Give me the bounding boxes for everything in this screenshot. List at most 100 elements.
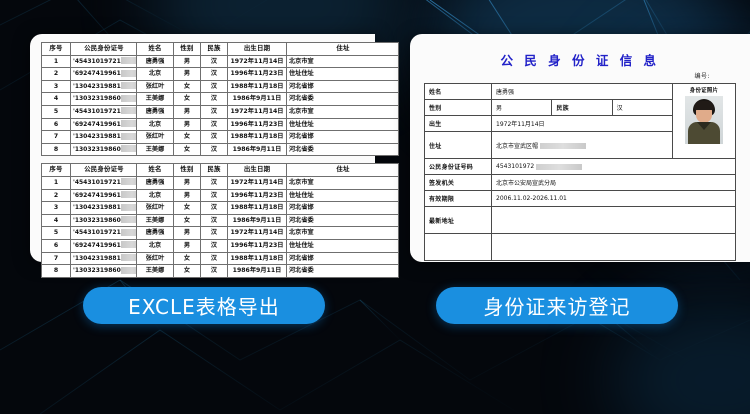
cell-sex: 女 <box>173 251 201 266</box>
cell-index: 1 <box>41 54 71 69</box>
cell-sid: '13032319860 <box>70 264 137 278</box>
cell-name: 王美娜 <box>136 264 174 278</box>
table-row[interactable]: 2'69247419961 北京男汉 1996年11月23日 住址住址 <box>41 188 399 203</box>
cell-sex: 女 <box>173 142 201 157</box>
cell-ethnic: 汉 <box>200 226 228 240</box>
spreadsheet-table-2[interactable]: 序号 公民身份证号 姓名 性别 民族 出生日期 住址 1'45431019721… <box>41 163 399 278</box>
table-row[interactable]: 7'13042319881 张红叶女汉 1988年11月18日 河北省邯 <box>41 130 399 144</box>
redacted-block <box>120 107 136 115</box>
spreadsheet-table-1[interactable]: 序号 公民身份证号 姓名 性别 民族 出生日期 住址 1'45431019721… <box>41 42 399 157</box>
cell-sex: 男 <box>173 238 201 253</box>
row-address: 住址 北京市宣武区帽 <box>424 131 736 159</box>
id-card-title: 公 民 身 份 证 信 息 <box>500 53 660 68</box>
table-row[interactable]: 3'13042319881 张红叶女汉 1988年11月18日 河北省邯 <box>41 79 399 94</box>
cell-address: 北京市宣 <box>286 104 399 119</box>
cell-address: 住址住址 <box>286 188 399 203</box>
table-row[interactable]: 3'13042319881 张红叶女汉 1988年11月18日 河北省邯 <box>41 201 399 215</box>
table-row[interactable]: 8'13032319860 王美娜女汉 1986年9月11日 河北省委 <box>41 142 399 157</box>
label-sid: 公民身份证号码 <box>424 158 492 175</box>
table-header-row: 序号 公民身份证号 姓名 性别 民族 出生日期 住址 <box>41 163 399 177</box>
cell-index: 5 <box>41 104 71 119</box>
cell-sex: 男 <box>173 175 201 190</box>
cell-sex: 男 <box>173 188 201 203</box>
caption-id-label: 身份证来访登记 <box>483 295 631 319</box>
cell-name: 张红叶 <box>136 251 174 266</box>
table-row[interactable]: 1'45431019721 唐勇强男汉 1972年11月14日 北京市宣 <box>41 54 399 69</box>
cell-dob: 1986年9月11日 <box>227 264 287 278</box>
row-sex-ethnic: 性别 男 民族 汉 <box>424 99 736 116</box>
cell-dob: 1972年11月14日 <box>227 54 287 69</box>
cell-sid: '69247419961 <box>70 67 137 81</box>
cell-ethnic: 汉 <box>200 201 228 215</box>
cell-sid: '69247419961 <box>70 238 137 253</box>
label-latest-address: 最新地址 <box>424 206 492 234</box>
col-header-index: 序号 <box>41 163 71 177</box>
cell-dob: 1996年11月23日 <box>227 188 287 203</box>
label-name: 姓名 <box>424 83 492 100</box>
cell-sex: 男 <box>173 104 201 119</box>
redacted-block <box>120 228 136 236</box>
table-row[interactable]: 5'45431019721 唐勇强男汉 1972年11月14日 北京市宣 <box>41 104 399 119</box>
cell-address: 河北省邯 <box>286 251 399 266</box>
cell-address: 住址住址 <box>286 67 399 81</box>
redacted-block <box>120 203 136 211</box>
cell-address: 河北省邯 <box>286 130 399 144</box>
spreadsheet[interactable]: 序号 公民身份证号 姓名 性别 民族 出生日期 住址 1'45431019721… <box>41 42 399 278</box>
redacted-block <box>120 120 136 128</box>
cell-dob: 1988年11月18日 <box>227 130 287 144</box>
cell-sex: 男 <box>173 117 201 132</box>
caption-id-visit-register[interactable]: 身份证来访登记 <box>436 287 678 324</box>
cell-index: 4 <box>41 213 71 228</box>
table-row[interactable]: 4'13032319860 王美娜女汉 1986年9月11日 河北省委 <box>41 213 399 228</box>
redacted-block <box>120 69 136 77</box>
cell-name: 唐勇强 <box>136 226 174 240</box>
cell-index: 8 <box>41 264 71 278</box>
redacted-block <box>120 178 136 186</box>
cell-index: 6 <box>41 117 71 132</box>
value-name: 唐勇强 <box>491 83 673 100</box>
cell-sex: 女 <box>173 92 201 106</box>
cell-name: 张红叶 <box>136 201 174 215</box>
value-address: 北京市宣武区帽 <box>491 131 673 159</box>
redacted-block <box>120 82 136 90</box>
cell-address: 河北省委 <box>286 213 399 228</box>
cell-sid: '13032319860 <box>70 92 137 106</box>
col-header-ethnic: 民族 <box>200 163 228 177</box>
cell-dob: 1996年11月23日 <box>227 238 287 253</box>
cell-sex: 男 <box>173 67 201 81</box>
table-row[interactable]: 7'13042319881 张红叶女汉 1988年11月18日 河北省邯 <box>41 251 399 266</box>
table-row[interactable]: 1'45431019721 唐勇强男汉 1972年11月14日 北京市宣 <box>41 175 399 190</box>
redacted-block <box>120 216 136 224</box>
cell-ethnic: 汉 <box>200 130 228 144</box>
caption-excel-label: EXCLE表格导出 <box>128 295 280 319</box>
cell-address: 北京市宣 <box>286 226 399 240</box>
cell-ethnic: 汉 <box>200 117 228 132</box>
id-photo-caption: 身份证照片 <box>689 88 719 94</box>
caption-excel-export[interactable]: EXCLE表格导出 <box>83 287 325 324</box>
table-row[interactable]: 8'13032319860 王美娜女汉 1986年9月11日 河北省委 <box>41 264 399 278</box>
table-row[interactable]: 4'13032319860 王美娜女汉 1986年9月11日 河北省委 <box>41 92 399 106</box>
row-latest-address: 最新地址 <box>424 206 736 234</box>
cell-address: 河北省邯 <box>286 201 399 215</box>
cell-sex: 男 <box>173 226 201 240</box>
table-row[interactable]: 2'69247419961 北京男汉 1996年11月23日 住址住址 <box>41 67 399 81</box>
label-issuer: 签发机关 <box>424 174 492 191</box>
cell-index: 6 <box>41 238 71 253</box>
label-birth: 出生 <box>424 115 492 132</box>
row-sid: 公民身份证号码 4543101972 <box>424 158 736 175</box>
row-validity: 有效期限 2006.11.02-2026.11.01 <box>424 190 736 207</box>
col-header-dob: 出生日期 <box>227 42 287 56</box>
cell-name: 张红叶 <box>136 130 174 144</box>
cell-sex: 女 <box>173 201 201 215</box>
cell-name: 张红叶 <box>136 79 174 94</box>
cell-address: 住址住址 <box>286 117 399 132</box>
table-row[interactable]: 6'69247419961 北京男汉 1996年11月23日 住址住址 <box>41 117 399 132</box>
cell-index: 7 <box>41 130 71 144</box>
cell-address: 河北省邯 <box>286 79 399 94</box>
cell-address: 河北省委 <box>286 142 399 157</box>
table-row[interactable]: 6'69247419961 北京男汉 1996年11月23日 住址住址 <box>41 238 399 253</box>
redacted-block <box>120 132 136 140</box>
table-row[interactable]: 5'45431019721 唐勇强男汉 1972年11月14日 北京市宣 <box>41 226 399 240</box>
cell-sid: '69247419961 <box>70 188 137 203</box>
cell-dob: 1996年11月23日 <box>227 117 287 132</box>
